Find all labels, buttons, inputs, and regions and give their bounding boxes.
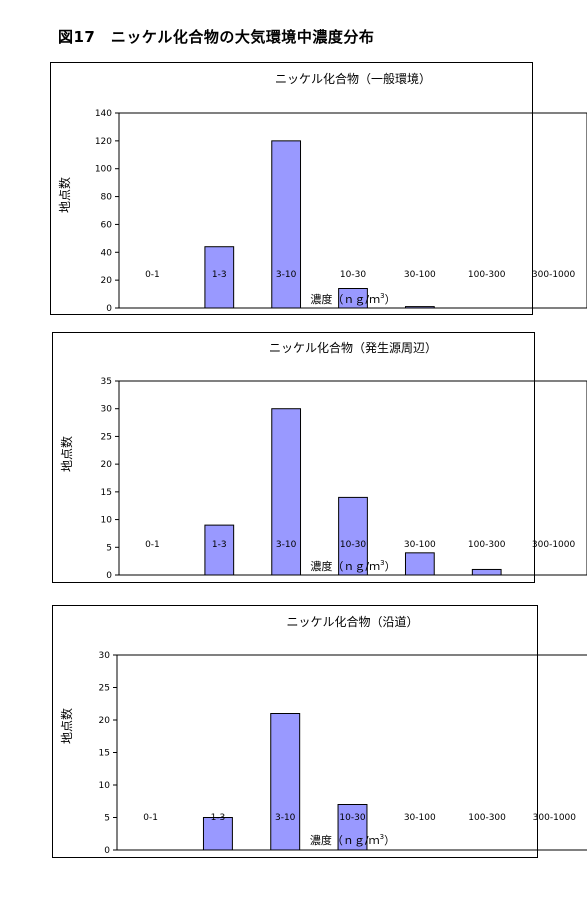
y-tick-label: 20	[99, 716, 111, 726]
x-axis-label: 濃度（ｎｇ/ｍ3）	[310, 292, 395, 306]
bar-1-3	[202, 817, 233, 851]
y-tick-label: 30	[99, 651, 111, 661]
bar-chart-general-environment: ニッケル化合物（一般環境） 0 20 40 60 80 100 120 140 0-1 1-3 3-1…	[57, 71, 587, 314]
figure-title: 図17 ニッケル化合物の大気環境中濃度分布	[58, 28, 375, 46]
chart-panel-source-vicinity: ニッケル化合物（発生源周辺） 0 5 10 15 20 25 30 35 0-1 1-3 3-10 10…	[52, 332, 587, 583]
x-tick-label: 100-300	[468, 813, 506, 823]
bar-10-30	[337, 804, 368, 851]
y-tick-label: 0	[106, 571, 112, 581]
x-tick-label: 1-3	[212, 540, 227, 550]
y-tick-label: 25	[101, 432, 112, 442]
x-axis-label: 濃度（ｎｇ/ｍ3）	[310, 833, 395, 847]
x-tick-label: 10-30	[340, 270, 366, 280]
y-axis-label: 地点数	[57, 177, 72, 213]
x-tick-label: 100-300	[468, 540, 506, 550]
y-tick-label: 120	[95, 137, 112, 147]
bar-3-10	[271, 408, 302, 576]
y-tick-label: 35	[101, 377, 112, 387]
x-tick-label: 3-10	[276, 540, 297, 550]
x-tick-label: 3-10	[276, 270, 297, 280]
x-tick-label: 30-100	[404, 270, 436, 280]
y-tick-label: 60	[101, 220, 113, 230]
chart-title: ニッケル化合物（発生源周辺）	[269, 340, 437, 355]
chart-panel-general-environment: ニッケル化合物（一般環境） 0 20 40 60 80 100 120 140 0-1 1-3 3-1…	[50, 62, 587, 315]
y-tick-label: 140	[95, 109, 112, 119]
chart-panel-roadside: ニッケル化合物（沿道） 0 5 10 15 20 25 30 0-1 1-3 3-10 10-30 30…	[52, 605, 587, 858]
x-tick-label: 100-300	[468, 270, 506, 280]
x-tick-label: 300-1000	[533, 813, 577, 823]
x-tick-label: 300-1000	[532, 540, 576, 550]
x-tick-label: 1-3	[212, 270, 227, 280]
y-tick-label: 30	[101, 405, 113, 415]
bar-10-30	[338, 496, 368, 576]
x-tick-label: 30-100	[404, 540, 436, 550]
bar-100-300	[471, 568, 502, 576]
chart-title: ニッケル化合物（沿道）	[286, 614, 418, 629]
y-tick-label: 15	[101, 488, 112, 498]
y-tick-label: 20	[101, 460, 113, 470]
y-tick-label: 0	[104, 846, 110, 856]
x-tick-label: 3-10	[275, 813, 296, 823]
y-tick-label: 10	[101, 516, 113, 526]
bar-1-3	[204, 524, 235, 576]
x-tick-label: 30-100	[404, 813, 436, 823]
y-tick-label: 5	[104, 814, 110, 824]
x-tick-label: 300-1000	[532, 270, 576, 280]
x-axis-label: 濃度（ｎｇ/ｍ3）	[310, 559, 395, 573]
bar-30-100	[404, 306, 435, 309]
x-tick-label: 10-30	[339, 813, 365, 823]
y-axis-label: 地点数	[59, 708, 74, 744]
y-tick-label: 5	[106, 543, 112, 553]
bar-chart-roadside: ニッケル化合物（沿道） 0 5 10 15 20 25 30 0-1 1-3 3-10 10-30 30…	[59, 614, 587, 856]
y-tick-label: 40	[101, 248, 113, 258]
chart-title: ニッケル化合物（一般環境）	[275, 71, 431, 86]
y-tick-label: 80	[101, 193, 113, 203]
y-axis-label: 地点数	[59, 436, 74, 472]
bar-10-30	[338, 288, 368, 309]
x-tick-label: 0-1	[143, 813, 158, 823]
bar-30-100	[404, 552, 435, 576]
y-tick-label: 10	[99, 781, 111, 791]
x-tick-label: 1-3	[211, 813, 226, 823]
bar-3-10	[270, 713, 301, 851]
bar-1-3	[204, 246, 235, 309]
bar-3-10	[271, 140, 302, 309]
y-tick-label: 15	[99, 749, 110, 759]
y-tick-label: 25	[99, 684, 110, 694]
y-tick-label: 0	[106, 304, 112, 314]
x-tick-label: 0-1	[145, 270, 160, 280]
y-tick-label: 20	[101, 276, 113, 286]
y-tick-label: 100	[95, 165, 112, 175]
bar-chart-source-vicinity: ニッケル化合物（発生源周辺） 0 5 10 15 20 25 30 35 0-1 1-3 3-10 10…	[59, 340, 587, 581]
x-tick-label: 0-1	[145, 540, 160, 550]
x-tick-label: 10-30	[340, 540, 366, 550]
